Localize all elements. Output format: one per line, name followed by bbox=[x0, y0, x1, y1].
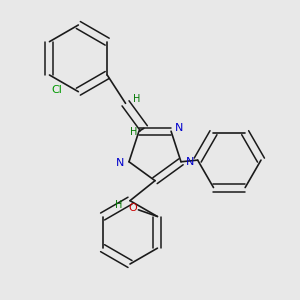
Text: Cl: Cl bbox=[51, 85, 62, 95]
Text: H: H bbox=[130, 127, 138, 137]
Text: H: H bbox=[115, 200, 122, 210]
Text: N: N bbox=[175, 123, 184, 133]
Text: H: H bbox=[133, 94, 140, 104]
Text: N: N bbox=[186, 157, 194, 167]
Text: N: N bbox=[116, 158, 124, 168]
Text: O: O bbox=[128, 203, 137, 213]
